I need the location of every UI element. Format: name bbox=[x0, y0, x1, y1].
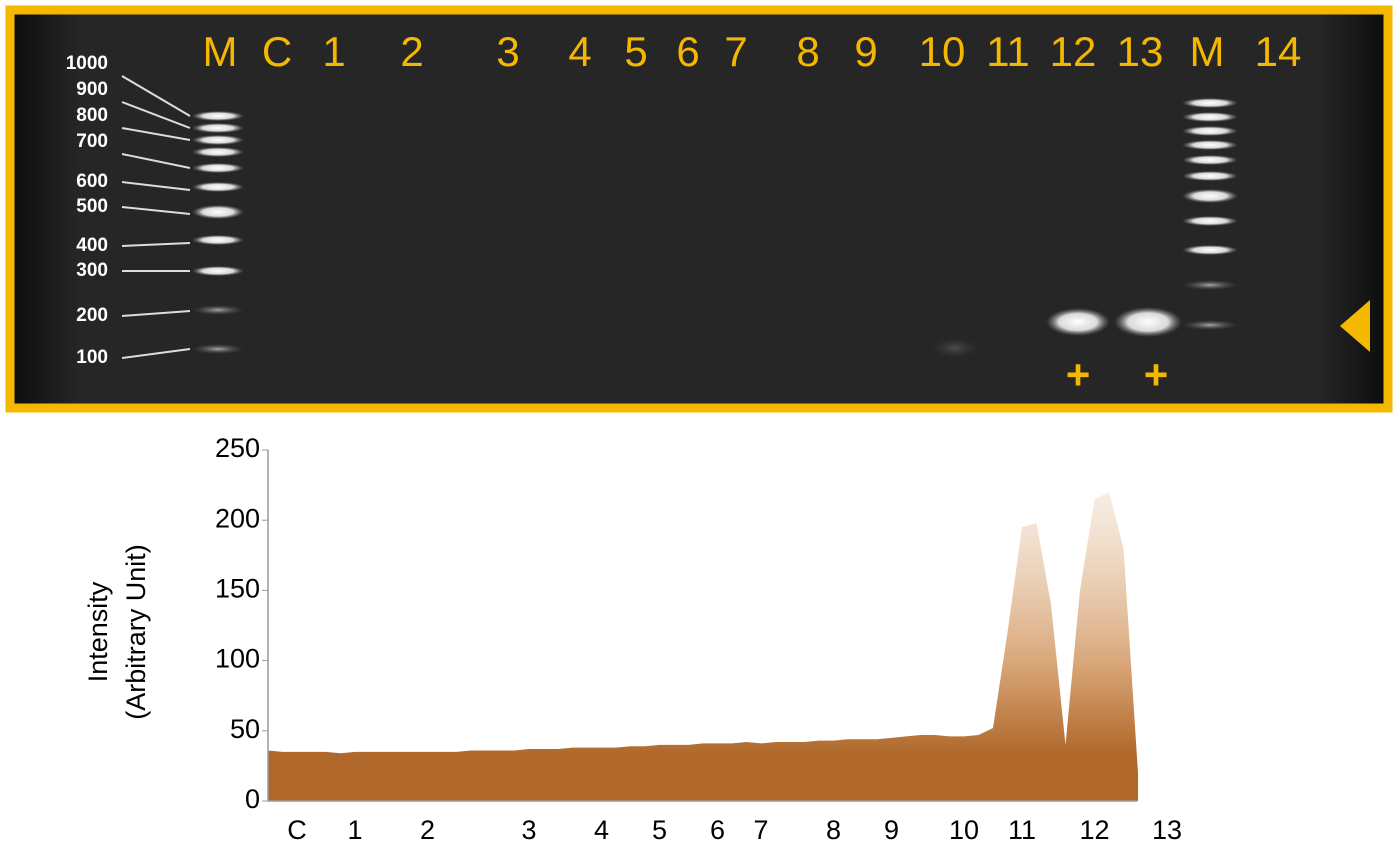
lane-label: 9 bbox=[854, 28, 877, 75]
ladder-band bbox=[1182, 280, 1238, 290]
x-tick-label: 9 bbox=[884, 815, 899, 845]
faint-band bbox=[931, 338, 979, 358]
lane-label: 10 bbox=[919, 28, 966, 75]
marker-size-label: 400 bbox=[76, 235, 108, 256]
intensity-area bbox=[268, 492, 1138, 801]
y-axis-title: Intensity bbox=[83, 581, 113, 682]
ladder-band bbox=[1182, 189, 1238, 203]
x-tick-label: 1 bbox=[347, 815, 362, 845]
ladder-band bbox=[1182, 98, 1238, 108]
ladder-band bbox=[192, 344, 244, 354]
x-tick-label: 10 bbox=[949, 815, 979, 845]
marker-size-label: 300 bbox=[76, 260, 108, 281]
y-tick-label: 250 bbox=[215, 433, 260, 463]
chart: Intensity (Arbitrary Unit) 0 50 100 150 200 250… bbox=[83, 433, 1182, 845]
lane-label: 7 bbox=[724, 28, 747, 75]
lane-label: C bbox=[262, 28, 292, 75]
y-tick-label: 100 bbox=[215, 644, 260, 674]
ladder-band bbox=[192, 163, 244, 173]
ladder-band bbox=[1182, 245, 1238, 255]
x-tick-label: 13 bbox=[1152, 815, 1182, 845]
marker-size-label: 800 bbox=[76, 105, 108, 126]
marker-size-label: 200 bbox=[76, 305, 108, 326]
marker-size-label: 600 bbox=[76, 171, 108, 192]
ladder-band bbox=[1182, 140, 1238, 150]
x-tick-label: 7 bbox=[753, 815, 768, 845]
lane-label: 4 bbox=[568, 28, 591, 75]
lane-label: 12 bbox=[1050, 28, 1097, 75]
marker-size-label: 100 bbox=[76, 347, 108, 368]
lane-label: 8 bbox=[796, 28, 819, 75]
ladder-band bbox=[1182, 112, 1238, 122]
marker-size-label: 700 bbox=[76, 131, 108, 152]
marker-size-label: 900 bbox=[76, 79, 108, 100]
ladder-band bbox=[1182, 171, 1238, 181]
ladder-band bbox=[192, 111, 244, 121]
y-tick-label: 0 bbox=[245, 784, 260, 814]
x-tick-label: 4 bbox=[594, 815, 609, 845]
lane-label: 6 bbox=[676, 28, 699, 75]
ladder-band bbox=[1182, 155, 1238, 165]
x-tick-label: 8 bbox=[826, 815, 841, 845]
ladder-band bbox=[1182, 320, 1238, 330]
positive-mark: + bbox=[1144, 351, 1169, 398]
x-tick-label: 2 bbox=[420, 815, 435, 845]
x-tick-label: 6 bbox=[710, 815, 725, 845]
marker-size-label: 1000 bbox=[66, 53, 108, 74]
lane-label: 14 bbox=[1255, 28, 1302, 75]
lane-label: 5 bbox=[624, 28, 647, 75]
ladder-band bbox=[192, 266, 244, 276]
y-tick-label: 50 bbox=[230, 714, 260, 744]
marker-size-label: 500 bbox=[76, 196, 108, 217]
ladder-band bbox=[1182, 126, 1238, 136]
figure: MC12345678910111213M14100090080070060050… bbox=[0, 0, 1398, 852]
x-tick-label: 12 bbox=[1079, 815, 1109, 845]
lane-label: 2 bbox=[400, 28, 423, 75]
ladder-band bbox=[192, 135, 244, 145]
lane-label: 13 bbox=[1117, 28, 1164, 75]
sample-band bbox=[1114, 307, 1182, 337]
ladder-band bbox=[192, 182, 244, 192]
ladder-band bbox=[192, 123, 244, 133]
x-tick-label: C bbox=[287, 815, 307, 845]
x-tick-label: 3 bbox=[521, 815, 536, 845]
positive-mark: + bbox=[1066, 351, 1091, 398]
ladder-band bbox=[192, 147, 244, 157]
lane-label: 3 bbox=[496, 28, 519, 75]
sample-band bbox=[1046, 308, 1110, 336]
ladder-band bbox=[192, 305, 244, 315]
lane-label: M bbox=[1190, 28, 1225, 75]
y-axis-title: (Arbitrary Unit) bbox=[121, 544, 151, 720]
ladder-band bbox=[192, 235, 244, 245]
lane-label: 11 bbox=[986, 28, 1030, 75]
lane-label: M bbox=[203, 28, 238, 75]
ladder-band bbox=[192, 205, 244, 219]
ladder-band bbox=[1182, 216, 1238, 226]
lane-label: 1 bbox=[322, 28, 345, 75]
x-tick-label: 5 bbox=[652, 815, 667, 845]
y-tick-label: 200 bbox=[215, 503, 260, 533]
y-tick-label: 150 bbox=[215, 574, 260, 604]
x-tick-label: 11 bbox=[1008, 815, 1036, 845]
